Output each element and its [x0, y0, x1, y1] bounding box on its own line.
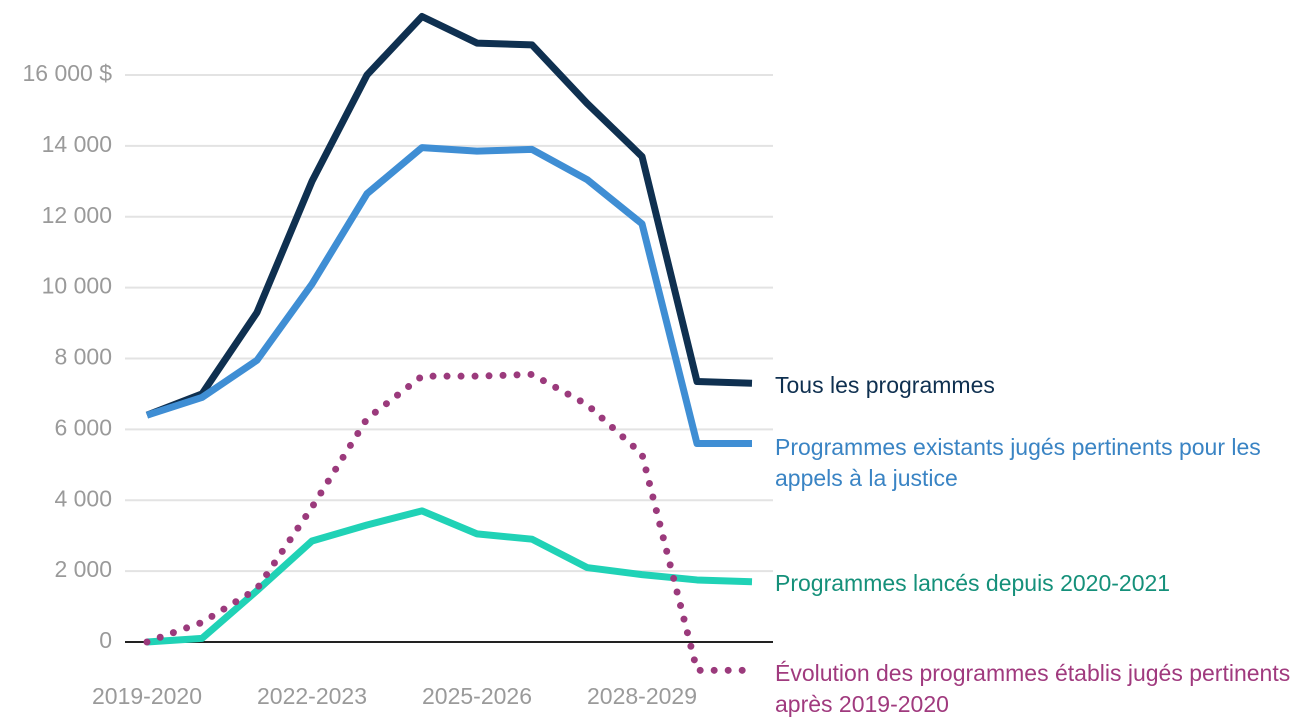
series-line — [145, 144, 752, 448]
series-label: Tous les programmes — [775, 372, 995, 398]
y-tick-label: 0 — [99, 627, 112, 653]
series-line — [145, 13, 753, 419]
series-line — [143, 370, 756, 674]
y-tick-label: 10 000 — [42, 273, 112, 299]
y-tick-label: 16 000 $ — [22, 60, 112, 86]
y-tick-label: 8 000 — [54, 344, 112, 370]
x-tick-label: 2022-2023 — [257, 683, 367, 709]
y-tick-label: 2 000 — [54, 556, 112, 582]
y-tick-label: 14 000 — [42, 131, 112, 157]
x-tick-label: 2025-2026 — [422, 683, 532, 709]
y-tick-label: 4 000 — [54, 485, 112, 511]
series-label: Programmes existants jugés pertinents po… — [775, 434, 1261, 491]
x-tick-label: 2028-2029 — [587, 683, 697, 709]
series-label: Évolution des programmes établis jugés p… — [775, 660, 1291, 717]
y-tick-label: 6 000 — [54, 414, 112, 440]
series-line — [146, 507, 753, 646]
series-label: Programmes lancés depuis 2020-2021 — [775, 570, 1171, 596]
x-tick-label: 2019-2020 — [92, 683, 202, 709]
y-tick-label: 12 000 — [42, 202, 112, 228]
